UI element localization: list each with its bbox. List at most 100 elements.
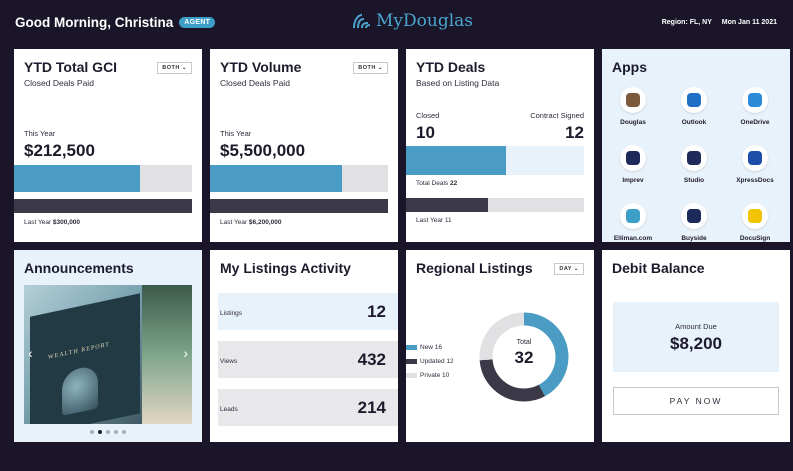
magazine-cover-title: WEALTH REPORT <box>48 341 110 361</box>
legend-label: Private 10 <box>420 372 450 379</box>
last-year-value: 11 <box>444 217 452 224</box>
logo-wave-icon <box>353 14 371 29</box>
select-value: BOTH <box>358 65 376 71</box>
pay-now-button[interactable]: PAY NOW <box>613 387 779 415</box>
imprev-icon <box>620 145 646 171</box>
app-label: Elliman.com <box>613 235 653 242</box>
card-title: My Listings Activity <box>220 260 351 276</box>
card-title: Apps <box>612 59 647 75</box>
app-onedrive[interactable]: OneDrive <box>724 87 786 126</box>
activity-row-views[interactable]: Views 432 <box>218 341 398 378</box>
legend-updated: Updated 12 <box>406 358 454 365</box>
carousel-dot[interactable] <box>98 430 102 434</box>
this-year-bar <box>210 165 388 192</box>
carousel-dot[interactable] <box>122 430 126 434</box>
top-bar: Good Morning, Christina AGENT MyDouglas … <box>0 0 793 46</box>
this-year-label: This Year <box>24 129 56 138</box>
legend-private: Private 10 <box>406 372 449 379</box>
this-year-value: $5,500,000 <box>220 141 306 160</box>
donut-total-label: Total <box>516 339 532 346</box>
app-glyph <box>687 93 701 107</box>
regional-filter-select[interactable]: DAY ⌄ <box>554 263 584 275</box>
app-buyside[interactable]: Buyside <box>663 203 725 242</box>
legend-new: New 16 <box>406 344 442 351</box>
donut-total-value: 32 <box>514 348 534 367</box>
app-studio[interactable]: Studio <box>663 145 725 184</box>
chevron-down-icon: ⌄ <box>181 65 187 71</box>
gci-filter-select[interactable]: BOTH ⌄ <box>157 62 192 74</box>
app-glyph <box>748 93 762 107</box>
last-year-label: Last Year <box>24 219 52 226</box>
app-label: Studio <box>683 177 705 184</box>
this-year-bar-fill <box>14 165 141 192</box>
greeting: Good Morning, Christina AGENT <box>15 15 216 30</box>
activity-row-leads[interactable]: Leads 214 <box>218 389 398 426</box>
region-date: Region: FL, NY Mon Jan 11 2021 <box>654 19 777 26</box>
xpressdocs-icon <box>742 145 768 171</box>
magazine-back-image <box>142 285 192 424</box>
app-glyph <box>687 151 701 165</box>
card-title: YTD Total GCI <box>24 59 118 75</box>
app-douglas[interactable]: Douglas <box>602 87 664 126</box>
last-year-bar-fill <box>406 198 488 212</box>
regional-donut-chart <box>479 312 569 402</box>
total-deals-footer: Total Deals 22 <box>416 180 457 187</box>
last-year-value: $300,000 <box>52 219 81 226</box>
announcement-carousel[interactable]: WEALTH REPORT ‹ › <box>24 285 192 424</box>
app-glyph <box>626 209 640 223</box>
legend-swatch <box>406 359 417 364</box>
activity-row-listings[interactable]: Listings 12 <box>218 293 398 330</box>
app-outlook[interactable]: Outlook <box>663 87 725 126</box>
amount-due-value: $8,200 <box>670 334 722 353</box>
activity-label: Views <box>220 358 238 365</box>
elliman-icon <box>620 203 646 229</box>
carousel-prev-icon[interactable]: ‹ <box>28 345 33 361</box>
globe-image <box>62 364 98 416</box>
debit-balance-card: Debit Balance Amount Due $8,200 PAY NOW <box>602 250 790 442</box>
apps-card: Apps Douglas Outlook OneDrive Imprev Studio X… <box>602 49 790 242</box>
card-title: Regional Listings <box>416 260 533 276</box>
total-deals-value: 22 <box>449 180 458 187</box>
region-text: Region: FL, NY <box>661 19 712 26</box>
app-label: XpressDocs <box>736 177 774 184</box>
carousel-dot[interactable] <box>114 430 118 434</box>
app-glyph <box>687 209 701 223</box>
app-docusign[interactable]: DocuSign <box>724 203 786 242</box>
amount-due-box: Amount Due $8,200 <box>613 302 779 372</box>
activity-value: 214 <box>357 398 386 417</box>
carousel-dot[interactable] <box>106 430 110 434</box>
app-glyph <box>748 151 762 165</box>
greeting-text: Good Morning, Christina <box>15 15 174 30</box>
app-xpressdocs[interactable]: XpressDocs <box>724 145 786 184</box>
last-year-footer: Last Year $300,000 <box>24 219 80 226</box>
date-text: Mon Jan 11 2021 <box>721 19 777 26</box>
app-label: Douglas <box>620 119 646 126</box>
legend-label: New 16 <box>420 344 443 351</box>
app-glyph <box>748 209 762 223</box>
app-label: DocuSign <box>739 235 771 242</box>
last-year-bar-fill <box>14 199 192 213</box>
card-subtitle: Based on Listing Data <box>416 78 500 88</box>
magazine-cover-image: WEALTH REPORT <box>30 293 140 424</box>
legend-swatch <box>406 373 417 378</box>
app-label: OneDrive <box>740 119 770 126</box>
donut-slice-1 <box>479 312 569 402</box>
app-label: Outlook <box>681 119 707 126</box>
ytd-deals-card: YTD Deals Based on Listing Data Closed 1… <box>406 49 594 242</box>
closed-bar-fill <box>406 146 506 175</box>
carousel-dots <box>14 430 202 434</box>
volume-filter-select[interactable]: BOTH ⌄ <box>353 62 388 74</box>
card-subtitle: Closed Deals Paid <box>220 78 290 88</box>
douglas-avatar-icon <box>620 87 646 113</box>
app-elliman-com[interactable]: Elliman.com <box>602 203 664 242</box>
contract-signed-label: Contract Signed <box>530 111 584 120</box>
this-year-value: $212,500 <box>24 141 95 160</box>
carousel-next-icon[interactable]: › <box>183 345 188 361</box>
carousel-dot[interactable] <box>90 430 94 434</box>
app-logo[interactable]: MyDouglas <box>352 11 473 31</box>
last-year-bar <box>14 199 192 213</box>
last-year-footer: Last Year 11 <box>416 217 452 224</box>
card-subtitle: Closed Deals Paid <box>24 78 94 88</box>
app-imprev[interactable]: Imprev <box>602 145 664 184</box>
onedrive-icon <box>742 87 768 113</box>
